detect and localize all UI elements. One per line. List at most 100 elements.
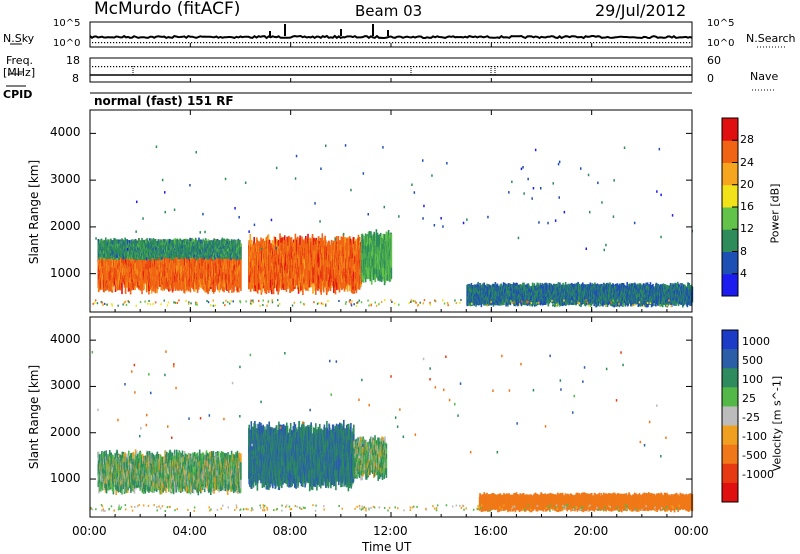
nsearch-point [512,42,513,43]
nave-point [413,66,414,67]
nave-point [323,66,324,67]
nave-point [320,66,321,67]
nsearch-point [374,42,375,43]
nsearch-point [467,42,468,43]
nave-point [176,66,177,67]
nsearch-point [542,42,543,43]
nsearch-point [164,42,165,43]
nsearch-point [428,42,429,43]
nave-point [605,66,606,67]
range-cell [240,278,242,285]
nave-point [329,66,330,67]
range-cell [118,257,120,260]
nsearch-point [152,42,153,43]
nave-point [530,66,531,67]
nave-point [155,66,156,67]
nsearch-point [443,42,444,43]
nave-point [626,66,627,67]
nsearch-point [521,42,522,43]
nave-point [545,66,546,67]
range-cell [240,256,242,259]
nsearch-point [689,42,690,43]
nave-point [389,66,390,67]
nsearch-point [143,42,144,43]
nave-point [368,66,369,67]
nsearch-point [122,42,123,43]
nave-point [170,66,171,67]
nave-point [395,66,396,67]
nsearch-point [587,42,588,43]
nsearch-point [371,42,372,43]
nave-point [593,66,594,67]
nave-point [575,66,576,67]
nsearch-point [134,42,135,43]
nsearch-point [479,42,480,43]
nsearch-point [581,42,582,43]
nave-point [599,66,600,67]
nave-point [260,66,261,67]
nsearch-point [674,42,675,43]
nsearch-point [383,42,384,43]
nave-point [482,66,483,67]
nave-point [248,66,249,67]
nsearch-point [113,42,114,43]
nsearch-point [125,42,126,43]
nsearch-point [539,42,540,43]
nsearch-point [377,42,378,43]
nsearch-point [593,42,594,43]
nsearch-point [296,42,297,43]
range-cell [214,285,216,292]
nave-point [263,66,264,67]
nave-point [266,66,267,67]
nave-point [485,66,486,67]
nave-point [302,66,303,67]
nave-point [218,66,219,67]
nave-point [668,66,669,67]
nsearch-point [200,42,201,43]
nave-point [197,66,198,67]
nsearch-point [407,42,408,43]
power-plot [92,144,693,307]
nave-point [353,66,354,67]
nsearch-point [320,42,321,43]
nsearch-point [101,42,102,43]
nave-point [296,66,297,67]
nsearch-point [686,42,687,43]
nsearch-point [218,42,219,43]
nave-point [125,66,126,67]
nsearch-point [632,42,633,43]
nave-point [683,66,684,67]
nsearch-point [224,42,225,43]
nsearch-point [401,42,402,43]
nave-point [152,66,153,67]
nave-point [488,66,489,67]
nsearch-point [482,42,483,43]
nsearch-point [194,42,195,43]
nsearch-point [530,42,531,43]
nave-point [443,66,444,67]
nave-point [290,66,291,67]
nave-point [674,66,675,67]
nsearch-point [272,42,273,43]
nave-point [659,66,660,67]
nave-point [224,66,225,67]
nave-point [524,66,525,67]
nave-point [422,66,423,67]
nsearch-point [311,42,312,43]
nsearch-point [584,42,585,43]
nsearch-point [230,42,231,43]
nave-point [653,66,654,67]
nave-point [632,66,633,67]
freq-trace [90,66,692,76]
nsearch-point [356,42,357,43]
nsearch-point [554,42,555,43]
nave-point [617,66,618,67]
range-cell [125,286,127,294]
nave-point [338,66,339,67]
nave-point [245,66,246,67]
nsearch-point [629,42,630,43]
nave-point [425,66,426,67]
nsearch-point [578,42,579,43]
nsearch-point [623,42,624,43]
nave-point [377,66,378,67]
